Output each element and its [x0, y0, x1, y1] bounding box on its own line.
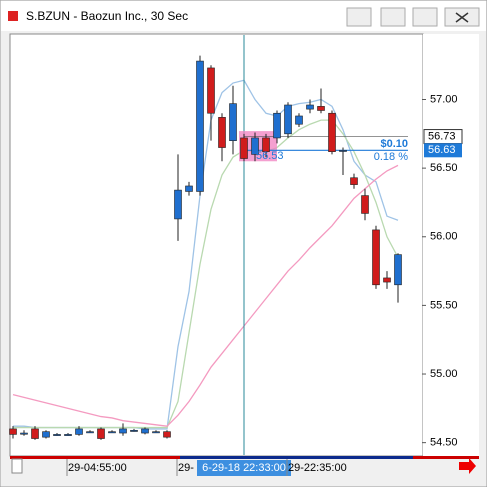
candle-body [42, 431, 50, 438]
plot: 54.50 55.00 55.50 56.00 56.50 57.00 56.53 $0.10… [9, 35, 458, 455]
maximize-button[interactable] [412, 7, 438, 27]
crosshair-open-label: 56.53 [256, 150, 284, 162]
candle-body [141, 428, 149, 434]
y-tick-label: 55.50 [430, 299, 458, 311]
candle-body [185, 185, 193, 192]
candle-body [350, 177, 358, 185]
candle-body [394, 254, 402, 286]
moving-average [12, 164, 399, 427]
candle-body [64, 434, 72, 436]
candle-body [240, 137, 248, 159]
candle-body [251, 137, 259, 155]
last-price-label: 56.73 [428, 130, 456, 142]
candle-body [130, 429, 138, 432]
x-tick-label: 29- [178, 462, 194, 474]
candle-body [328, 112, 336, 152]
y-tick-label: 56.50 [430, 162, 458, 174]
y-tick-label: 57.00 [430, 93, 458, 105]
candle-body [339, 149, 347, 152]
app-icon [8, 11, 18, 21]
candle-body [119, 428, 127, 434]
window-title: S.BZUN - Baozun Inc., 30 Sec [26, 9, 188, 23]
candle-body [108, 431, 116, 434]
minimize-button[interactable] [380, 7, 406, 27]
candle-body [273, 112, 281, 139]
candle-body [9, 428, 17, 435]
candle-body [372, 229, 380, 286]
crosshair-time-label: 6-29-18 22:33:00 [202, 462, 286, 474]
x-tick-label: 29-04:55:00 [68, 462, 127, 474]
change-label: $0.10 [380, 138, 408, 150]
plot-area [9, 33, 424, 457]
candle-body [383, 277, 391, 283]
scroll-right-arrow[interactable] [459, 458, 476, 474]
y-tick-label: 55.00 [430, 368, 458, 380]
candle-body [75, 428, 83, 435]
crosshair-time-box [197, 460, 291, 476]
close-icon [455, 12, 469, 23]
candle-body [295, 115, 303, 125]
crosshair-price-box [424, 143, 462, 158]
candle-body [229, 103, 237, 141]
candle-body [262, 137, 270, 152]
candle-body [86, 431, 94, 434]
candle-body [174, 189, 182, 220]
candle-body [218, 117, 226, 148]
x-tick-label: 29-22:35:00 [288, 462, 347, 474]
candle-body [20, 432, 28, 435]
candle-body [152, 431, 160, 434]
candle-body [53, 434, 61, 436]
candle-body [317, 106, 325, 111]
candle-body [284, 104, 292, 135]
candle-body [207, 67, 215, 114]
change-pct-label: 0.18 % [374, 151, 408, 163]
candle-body [163, 431, 171, 438]
candle-body [196, 60, 204, 192]
candle-body [97, 428, 105, 439]
y-tick-label: 54.50 [430, 437, 458, 449]
y-tick-label: 56.00 [430, 231, 458, 243]
scroll-handle[interactable] [11, 458, 23, 474]
link-button[interactable] [346, 7, 372, 27]
candle-body [361, 195, 369, 214]
crosshair-price-label: 56.63 [428, 144, 456, 156]
candle-body [306, 104, 314, 110]
candle-body [31, 428, 39, 439]
scroll-thumb[interactable] [180, 456, 413, 459]
y-axis-area [423, 34, 479, 456]
